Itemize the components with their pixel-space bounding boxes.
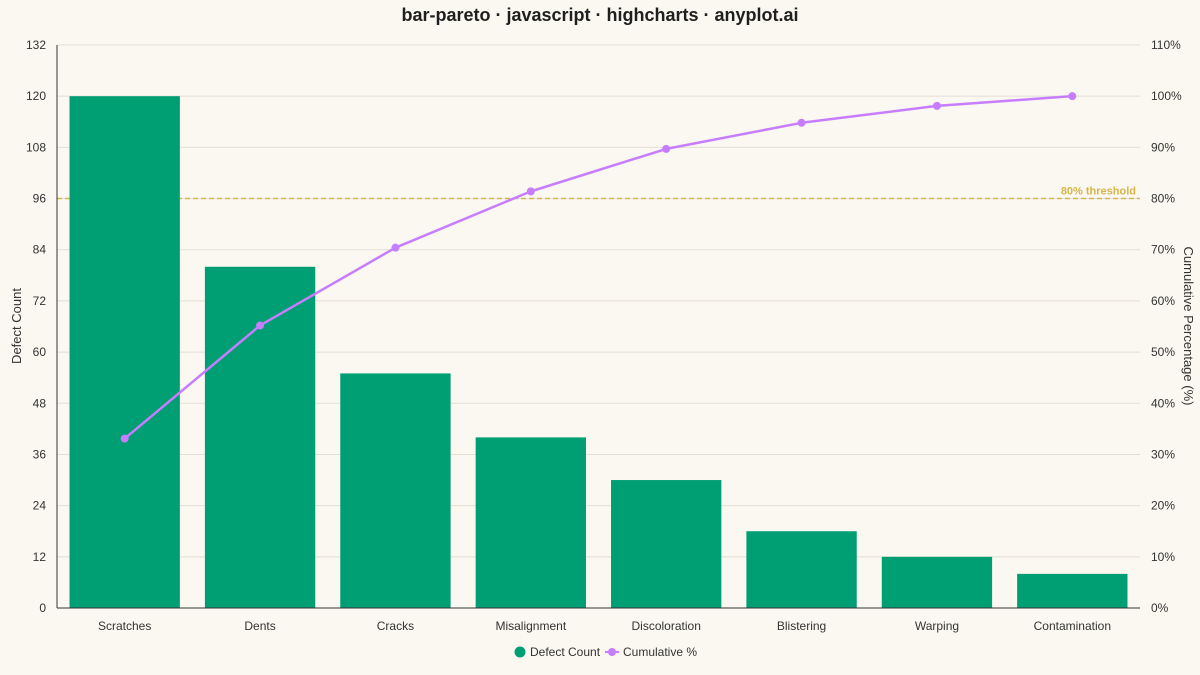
y-tick-label: 96 <box>33 192 47 206</box>
cumulative-point <box>120 434 129 443</box>
x-tick-label: Warping <box>915 619 959 633</box>
bar-contamination <box>1017 573 1128 608</box>
x-tick-label: Blistering <box>777 619 826 633</box>
y2-axis-title: Cumulative Percentage (%) <box>1181 247 1196 406</box>
bar-dents <box>204 266 316 608</box>
legend: Defect Count Cumulative % <box>514 645 697 659</box>
x-tick-label: Contamination <box>1034 619 1111 633</box>
y2-tick-label: 40% <box>1151 396 1175 410</box>
x-tick-label: Cracks <box>377 619 414 633</box>
bar-misalignment <box>475 437 586 608</box>
y-tick-label: 120 <box>26 89 46 103</box>
threshold-layer: 80% threshold <box>57 186 1140 200</box>
y-axis-title: Defect Count <box>9 288 24 364</box>
legend-marker-bar <box>514 646 526 658</box>
threshold-label: 80% threshold <box>1061 186 1136 198</box>
y2-tick-label: 50% <box>1151 345 1175 359</box>
y-tick-label: 12 <box>33 550 47 564</box>
bar-series <box>69 96 1128 608</box>
x-tick-label: Dents <box>244 619 275 633</box>
bar-cracks <box>340 373 451 608</box>
x-tick-label: Misalignment <box>495 619 566 633</box>
y-tick-label: 132 <box>26 38 46 52</box>
y2-tick-label: 70% <box>1151 243 1175 257</box>
y-tick-label: 36 <box>33 447 47 461</box>
y2-tick-label: 80% <box>1151 192 1175 206</box>
bar-warping <box>881 556 993 608</box>
legend-label: Cumulative % <box>623 645 697 659</box>
y-tick-label: 72 <box>33 294 47 308</box>
y-tick-label: 84 <box>33 243 47 257</box>
y2-tick-label: 110% <box>1151 38 1181 52</box>
cumulative-point <box>797 118 806 127</box>
y2-tick-label: 90% <box>1151 140 1175 154</box>
chart-title: bar-pareto · javascript · highcharts · a… <box>401 5 798 25</box>
cumulative-point <box>1068 92 1077 101</box>
bar-scratches <box>69 96 180 608</box>
axes: 0 12 24 36 48 60 72 84 96 108 120 132 0% 10% 20% 30% 40%… <box>26 38 1182 633</box>
cumulative-point <box>932 101 941 110</box>
y2-tick-label: 60% <box>1151 294 1175 308</box>
x-tick-label: Discoloration <box>632 619 701 633</box>
bar-discoloration <box>611 480 722 608</box>
y2-tick-label: 0% <box>1151 601 1169 615</box>
cumulative-point <box>662 144 671 153</box>
cumulative-line <box>123 94 1073 440</box>
legend-marker-point <box>608 648 616 656</box>
y-tick-label: 108 <box>26 140 46 154</box>
y2-tick-label: 20% <box>1151 499 1175 513</box>
y-tick-label: 48 <box>33 396 47 410</box>
cumulative-point <box>526 187 535 196</box>
y2-tick-label: 10% <box>1151 550 1175 564</box>
y-tick-label: 60 <box>33 345 47 359</box>
y-tick-label: 24 <box>33 499 47 513</box>
y2-tick-label: 30% <box>1151 447 1175 461</box>
y-tick-label: 0 <box>39 601 46 615</box>
cumulative-line-series <box>120 92 1077 443</box>
legend-label: Defect Count <box>530 645 601 659</box>
cumulative-point <box>391 243 400 252</box>
y2-tick-label: 100% <box>1151 89 1182 103</box>
cumulative-point <box>256 321 265 330</box>
bar-blistering <box>746 531 857 608</box>
x-tick-label: Scratches <box>98 619 151 633</box>
